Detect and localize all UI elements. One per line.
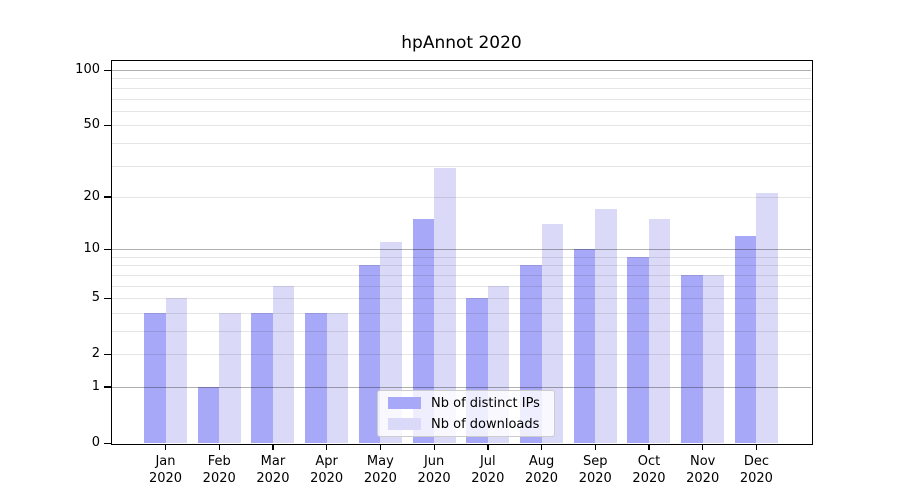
grid-layer <box>112 61 811 443</box>
minor-gridline-5 <box>112 298 811 300</box>
x-tick-may <box>379 444 382 450</box>
x-tick-mar <box>272 444 274 450</box>
x-tick-label-may: May 2020 <box>363 454 397 486</box>
major-gridline-10 <box>112 249 811 251</box>
plot-area <box>112 61 811 443</box>
minor-gridline-60 <box>112 110 811 112</box>
major-gridline-1 <box>112 386 811 388</box>
minor-gridline-80 <box>112 87 811 89</box>
minor-gridline-20 <box>112 196 811 198</box>
x-tick-label-apr: Apr 2020 <box>310 454 344 486</box>
y-tick-label-2: 2 <box>91 346 100 362</box>
minor-gridline-2 <box>112 354 811 356</box>
bar-distinct-ips-feb <box>197 386 220 443</box>
bar-distinct-ips-oct <box>627 256 649 443</box>
chart-title: hpAnnot 2020 <box>401 33 522 53</box>
minor-gridline-9 <box>112 256 811 258</box>
y-tick-label-10: 10 <box>83 241 100 257</box>
y-tick-20 <box>104 196 112 198</box>
x-tick-label-oct: Oct 2020 <box>632 454 666 486</box>
bar-downloads-mar <box>272 285 295 443</box>
minor-gridline-90 <box>112 78 811 80</box>
minor-gridline-8 <box>112 265 811 267</box>
y-tick-100 <box>104 69 112 71</box>
x-tick-oct <box>648 444 650 450</box>
bar-distinct-ips-jan <box>144 312 166 443</box>
minor-gridline-30 <box>112 165 811 167</box>
bar-distinct-ips-nov <box>681 274 703 443</box>
legend-label-downloads: Nb of downloads <box>431 416 540 432</box>
x-tick-label-nov: Nov 2020 <box>686 454 720 486</box>
bar-downloads-dec <box>756 193 778 443</box>
bar-downloads-apr <box>326 312 349 443</box>
bar-downloads-aug <box>541 224 564 443</box>
minor-gridline-7 <box>112 274 811 276</box>
x-tick-label-aug: Aug 2020 <box>524 454 559 486</box>
legend-entry-downloads: Nb of downloads <box>388 417 544 432</box>
minor-gridline-40 <box>112 142 811 144</box>
minor-gridline-4 <box>112 312 811 314</box>
y-tick-label-100: 100 <box>75 62 100 78</box>
x-tick-label-dec: Dec 2020 <box>739 454 773 486</box>
bar-downloads-sep <box>595 209 617 443</box>
x-tick-nov <box>702 444 704 450</box>
x-tick-jun <box>433 444 435 450</box>
y-tick-10 <box>104 248 112 251</box>
y-tick-0 <box>104 442 112 444</box>
major-gridline-100 <box>112 70 811 72</box>
x-tick-aug <box>540 444 543 450</box>
legend-entry-distinct-ips: Nb of distinct IPs <box>388 396 544 411</box>
bar-distinct-ips-may <box>358 265 381 443</box>
bar-downloads-jan <box>165 298 187 443</box>
bar-downloads-jun <box>434 168 456 443</box>
legend-label-distinct-ips: Nb of distinct IPs <box>431 395 540 411</box>
bar-distinct-ips-sep <box>573 249 596 443</box>
y-tick-1 <box>104 386 112 388</box>
y-tick-label-50: 50 <box>83 117 100 133</box>
x-tick-label-mar: Mar 2020 <box>256 454 290 486</box>
bar-distinct-ips-mar <box>251 312 273 443</box>
x-tick-jan <box>164 444 167 450</box>
minor-gridline-70 <box>112 98 811 100</box>
x-tick-sep <box>594 444 596 450</box>
y-tick-label-0: 0 <box>91 435 100 450</box>
x-tick-feb <box>218 444 220 450</box>
y-tick-label-5: 5 <box>91 290 100 306</box>
x-tick-label-sep: Sep 2020 <box>578 454 612 486</box>
x-tick-jul <box>487 444 489 450</box>
legend-swatch-distinct-ips <box>388 397 421 409</box>
minor-gridline-3 <box>112 330 811 332</box>
legend-swatch-downloads <box>388 418 421 430</box>
bar-downloads-feb <box>219 312 241 443</box>
y-tick-label-20: 20 <box>83 188 100 204</box>
x-tick-label-jul: Jul 2020 <box>471 454 505 486</box>
minor-gridline-6 <box>112 285 811 287</box>
y-tick-2 <box>104 353 112 356</box>
x-tick-label-feb: Feb 2020 <box>202 454 236 486</box>
bar-downloads-nov <box>702 274 725 443</box>
bar-distinct-ips-dec <box>734 235 757 443</box>
x-tick-apr <box>326 444 328 450</box>
y-tick-label-1: 1 <box>91 378 100 394</box>
y-tick-5 <box>104 297 112 299</box>
legend: Nb of distinct IPs Nb of downloads <box>377 390 555 437</box>
x-tick-label-jun: Jun 2020 <box>417 454 451 486</box>
x-tick-label-jan: Jan 2020 <box>148 454 183 486</box>
minor-gridline-50 <box>112 125 811 127</box>
y-tick-50 <box>104 124 112 127</box>
x-tick-dec <box>755 444 758 450</box>
bar-distinct-ips-apr <box>305 312 327 443</box>
